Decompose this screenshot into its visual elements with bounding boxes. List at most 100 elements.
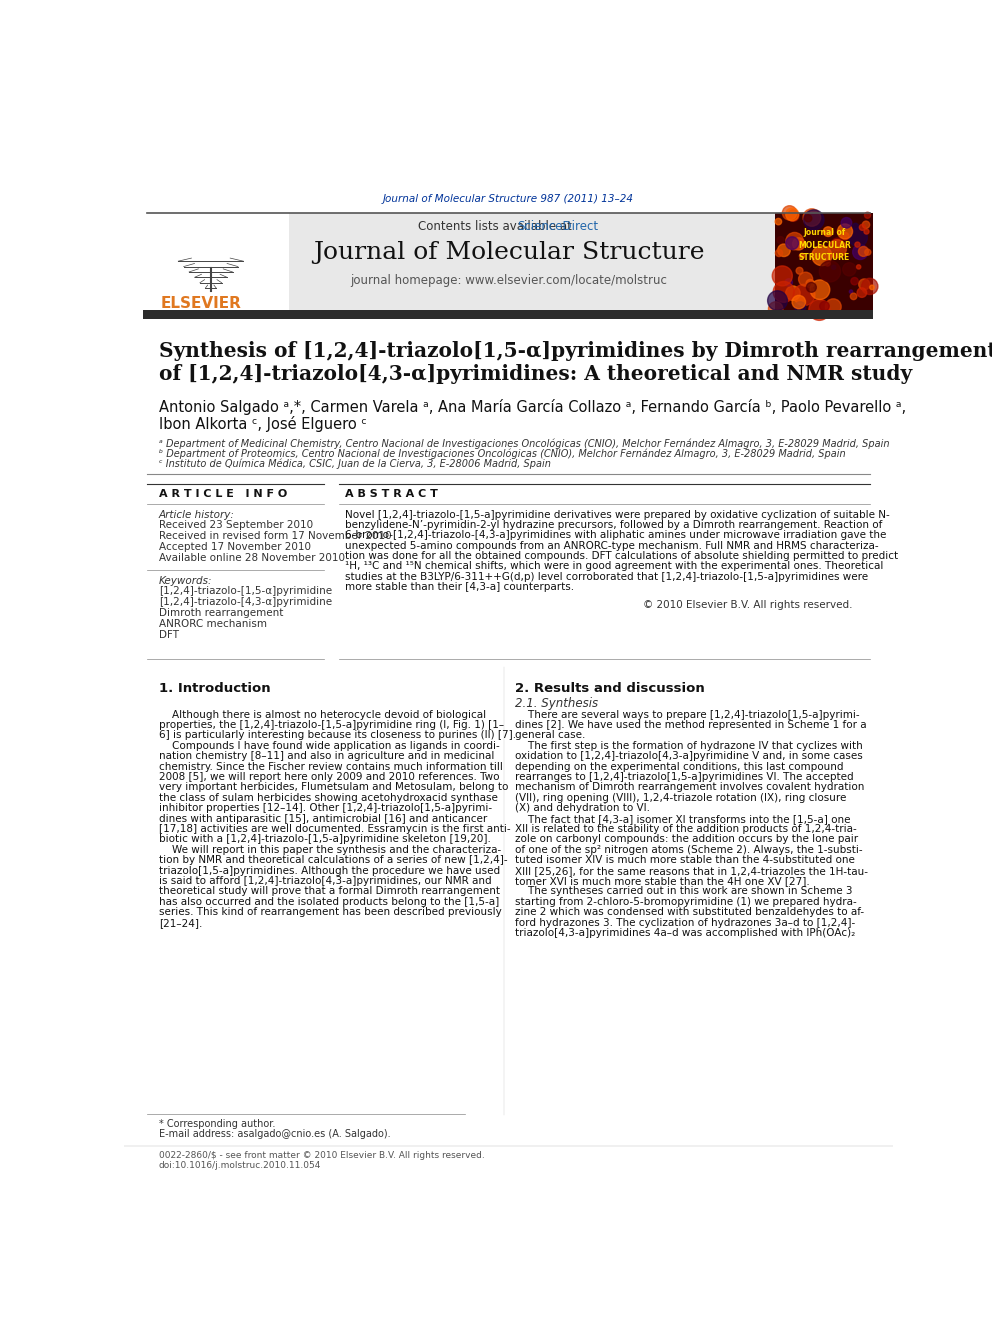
Circle shape bbox=[823, 226, 833, 237]
Text: zole on carbonyl compounds: the addition occurs by the lone pair: zole on carbonyl compounds: the addition… bbox=[516, 835, 858, 844]
Text: Dimroth rearrangement: Dimroth rearrangement bbox=[159, 609, 284, 618]
Circle shape bbox=[843, 263, 856, 277]
Circle shape bbox=[786, 208, 799, 221]
Text: unexpected 5-amino compounds from an ANRORC-type mechanism. Full NMR and HRMS ch: unexpected 5-amino compounds from an ANR… bbox=[345, 541, 879, 550]
Circle shape bbox=[865, 249, 871, 255]
Text: ford hydrazones 3. The cyclization of hydrazones 3a–d to [1,2,4]-: ford hydrazones 3. The cyclization of hy… bbox=[516, 918, 856, 927]
Circle shape bbox=[811, 246, 831, 266]
Circle shape bbox=[795, 302, 806, 312]
Text: Compounds I have found wide application as ligands in coordi-: Compounds I have found wide application … bbox=[159, 741, 500, 751]
Text: 2008 [5], we will report here only 2009 and 2010 references. Two: 2008 [5], we will report here only 2009 … bbox=[159, 773, 499, 782]
Text: We will report in this paper the synthesis and the characteriza-: We will report in this paper the synthes… bbox=[159, 845, 501, 855]
Circle shape bbox=[769, 302, 783, 316]
Text: Journal of Molecular Structure: Journal of Molecular Structure bbox=[312, 241, 704, 265]
Text: The first step is the formation of hydrazone IV that cyclizes with: The first step is the formation of hydra… bbox=[516, 741, 863, 751]
Text: nation chemistry [8–11] and also in agriculture and in medicinal: nation chemistry [8–11] and also in agri… bbox=[159, 751, 494, 761]
Text: very important herbicides, Flumetsulam and Metosulam, belong to: very important herbicides, Flumetsulam a… bbox=[159, 782, 508, 792]
Circle shape bbox=[804, 209, 820, 226]
Text: 0022-2860/$ - see front matter © 2010 Elsevier B.V. All rights reserved.: 0022-2860/$ - see front matter © 2010 El… bbox=[159, 1151, 485, 1160]
Circle shape bbox=[792, 295, 806, 308]
Text: more stable than their [4,3-a] counterparts.: more stable than their [4,3-a] counterpa… bbox=[345, 582, 574, 593]
Text: rearranges to [1,2,4]-triazolo[1,5-a]pyrimidines VI. The accepted: rearranges to [1,2,4]-triazolo[1,5-a]pyr… bbox=[516, 773, 854, 782]
Circle shape bbox=[810, 280, 829, 299]
Text: Received in revised form 17 November 2010: Received in revised form 17 November 201… bbox=[159, 531, 392, 541]
Text: Contents lists available at: Contents lists available at bbox=[419, 220, 576, 233]
Circle shape bbox=[775, 218, 782, 225]
Circle shape bbox=[841, 233, 849, 239]
Circle shape bbox=[777, 237, 784, 243]
Circle shape bbox=[786, 233, 804, 250]
Text: [17,18] activities are well documented. Essramycin is the first anti-: [17,18] activities are well documented. … bbox=[159, 824, 511, 833]
Text: is said to afford [1,2,4]-triazolo[4,3-a]pyrimidines, our NMR and: is said to afford [1,2,4]-triazolo[4,3-a… bbox=[159, 876, 491, 886]
Circle shape bbox=[864, 229, 869, 234]
Text: Antonio Salgado ᵃ,*, Carmen Varela ᵃ, Ana María García Collazo ᵃ, Fernando Garcí: Antonio Salgado ᵃ,*, Carmen Varela ᵃ, An… bbox=[159, 398, 906, 414]
Text: triazolo[4,3-a]pyrimidines 4a–d was accomplished with IPh(OAc)₂: triazolo[4,3-a]pyrimidines 4a–d was acco… bbox=[516, 927, 856, 938]
Circle shape bbox=[785, 279, 793, 286]
Text: [1,2,4]-triazolo-[1,5-α]pyrimidine: [1,2,4]-triazolo-[1,5-α]pyrimidine bbox=[159, 586, 332, 597]
Text: Novel [1,2,4]-triazolo-[1,5-a]pyrimidine derivatives were prepared by oxidative : Novel [1,2,4]-triazolo-[1,5-a]pyrimidine… bbox=[345, 509, 890, 520]
Text: of one of the sp² nitrogen atoms (Scheme 2). Always, the 1-substi-: of one of the sp² nitrogen atoms (Scheme… bbox=[516, 845, 863, 855]
Circle shape bbox=[793, 238, 805, 250]
Circle shape bbox=[797, 267, 803, 274]
Text: Journal of Molecular Structure 987 (2011) 13–24: Journal of Molecular Structure 987 (2011… bbox=[383, 193, 634, 204]
Text: the class of sulam herbicides showing acetohydroxacid synthase: the class of sulam herbicides showing ac… bbox=[159, 792, 498, 803]
Circle shape bbox=[855, 242, 860, 247]
Circle shape bbox=[870, 284, 874, 290]
Circle shape bbox=[831, 238, 843, 250]
FancyBboxPatch shape bbox=[144, 311, 873, 319]
Circle shape bbox=[862, 278, 878, 295]
Circle shape bbox=[819, 302, 829, 311]
Circle shape bbox=[806, 282, 816, 292]
Text: ANRORC mechanism: ANRORC mechanism bbox=[159, 619, 267, 628]
Text: ELSEVIER: ELSEVIER bbox=[161, 296, 242, 311]
Text: tion by NMR and theoretical calculations of a series of new [1,2,4]-: tion by NMR and theoretical calculations… bbox=[159, 855, 508, 865]
FancyBboxPatch shape bbox=[144, 213, 873, 311]
Text: © 2010 Elsevier B.V. All rights reserved.: © 2010 Elsevier B.V. All rights reserved… bbox=[643, 601, 852, 610]
Text: Although there is almost no heterocycle devoid of biological: Although there is almost no heterocycle … bbox=[159, 709, 486, 720]
Text: Keywords:: Keywords: bbox=[159, 576, 212, 586]
Text: The fact that [4,3-a] isomer XI transforms into the [1,5-a] one: The fact that [4,3-a] isomer XI transfor… bbox=[516, 814, 851, 824]
Text: ¹H, ¹³C and ¹⁵N chemical shifts, which were in good agreement with the experimen: ¹H, ¹³C and ¹⁵N chemical shifts, which w… bbox=[345, 561, 883, 572]
Text: [21–24].: [21–24]. bbox=[159, 918, 202, 927]
Text: series. This kind of rearrangement has been described previously: series. This kind of rearrangement has b… bbox=[159, 908, 502, 917]
Text: general case.: general case. bbox=[516, 730, 585, 741]
Text: Journal of
MOLECULAR
STRUCTURE: Journal of MOLECULAR STRUCTURE bbox=[799, 228, 851, 262]
Text: Article history:: Article history: bbox=[159, 509, 235, 520]
Text: ᶜ Instituto de Química Médica, CSIC, Juan de la Cierva, 3, E-28006 Madrid, Spain: ᶜ Instituto de Química Médica, CSIC, Jua… bbox=[159, 459, 551, 468]
Text: ᵃ Department of Medicinal Chemistry, Centro Nacional de Investigaciones Oncológi: ᵃ Department of Medicinal Chemistry, Cen… bbox=[159, 438, 890, 448]
Circle shape bbox=[772, 266, 793, 286]
Text: of [1,2,4]-triazolo[4,3-α]pyrimidines: A theoretical and NMR study: of [1,2,4]-triazolo[4,3-α]pyrimidines: A… bbox=[159, 364, 912, 385]
Text: tion was done for all the obtained compounds. DFT calculations of absolute shiel: tion was done for all the obtained compo… bbox=[345, 552, 898, 561]
Text: doi:10.1016/j.molstruc.2010.11.054: doi:10.1016/j.molstruc.2010.11.054 bbox=[159, 1160, 321, 1170]
Circle shape bbox=[849, 229, 867, 247]
Circle shape bbox=[852, 224, 859, 229]
Circle shape bbox=[806, 279, 814, 287]
Circle shape bbox=[786, 237, 799, 250]
Circle shape bbox=[849, 290, 853, 294]
Text: E-mail address: asalgado@cnio.es (A. Salgado).: E-mail address: asalgado@cnio.es (A. Sal… bbox=[159, 1129, 391, 1139]
Text: ᵇ Department of Proteomics, Centro Nacional de Investigaciones Oncológicas (CNIO: ᵇ Department of Proteomics, Centro Nacio… bbox=[159, 448, 845, 459]
Circle shape bbox=[825, 299, 841, 315]
Text: A R T I C L E   I N F O: A R T I C L E I N F O bbox=[159, 488, 287, 499]
Circle shape bbox=[837, 224, 852, 239]
Text: 1. Introduction: 1. Introduction bbox=[159, 683, 271, 695]
Text: DFT: DFT bbox=[159, 630, 179, 639]
Text: 2. Results and discussion: 2. Results and discussion bbox=[516, 683, 705, 695]
Text: Ibon Alkorta ᶜ, José Elguero ᶜ: Ibon Alkorta ᶜ, José Elguero ᶜ bbox=[159, 415, 367, 431]
Text: depending on the experimental conditions, this last compound: depending on the experimental conditions… bbox=[516, 762, 844, 771]
Circle shape bbox=[805, 214, 811, 222]
Circle shape bbox=[794, 284, 814, 306]
FancyBboxPatch shape bbox=[775, 213, 873, 311]
Text: starting from 2-chloro-5-bromopyrimidine (1) we prepared hydra-: starting from 2-chloro-5-bromopyrimidine… bbox=[516, 897, 857, 906]
Text: studies at the B3LYP/6-311++G(d,p) level corroborated that [1,2,4]-triazolo-[1,5: studies at the B3LYP/6-311++G(d,p) level… bbox=[345, 572, 868, 582]
Circle shape bbox=[856, 265, 861, 269]
Circle shape bbox=[778, 243, 791, 257]
Circle shape bbox=[768, 291, 788, 311]
Circle shape bbox=[862, 221, 870, 229]
Text: tomer XVI is much more stable than the 4H one XV [27].: tomer XVI is much more stable than the 4… bbox=[516, 876, 810, 886]
Circle shape bbox=[841, 217, 852, 228]
Text: (X) and dehydration to VI.: (X) and dehydration to VI. bbox=[516, 803, 651, 814]
Text: oxidation to [1,2,4]-triazolo[4,3-a]pyrimidine V and, in some cases: oxidation to [1,2,4]-triazolo[4,3-a]pyri… bbox=[516, 751, 863, 761]
Text: mechanism of Dimroth rearrangement involves covalent hydration: mechanism of Dimroth rearrangement invol… bbox=[516, 782, 865, 792]
Text: zine 2 which was condensed with substituted benzaldehydes to af-: zine 2 which was condensed with substitu… bbox=[516, 908, 864, 917]
